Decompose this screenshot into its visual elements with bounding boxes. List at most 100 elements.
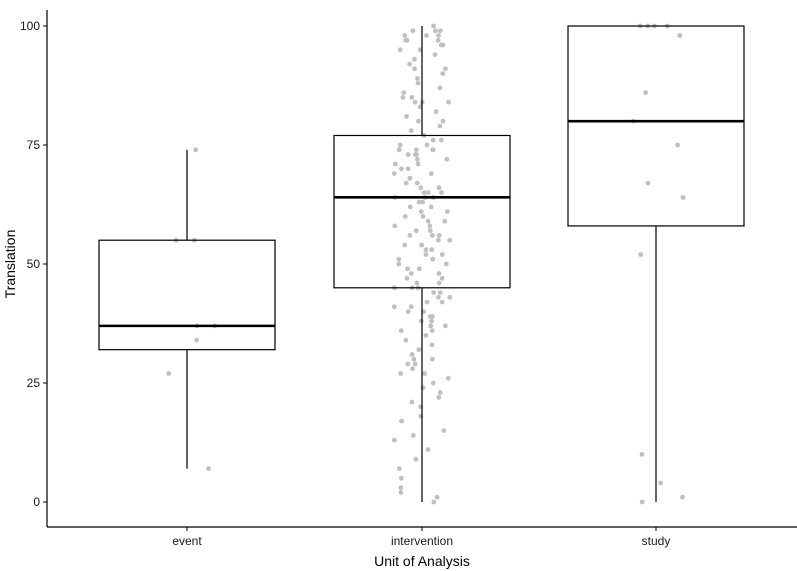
data-point	[415, 161, 421, 167]
data-point	[392, 223, 398, 229]
data-point	[447, 294, 453, 300]
data-point	[439, 137, 444, 143]
data-point	[415, 156, 420, 162]
data-point	[397, 47, 403, 53]
data-point	[437, 123, 443, 129]
data-point	[441, 428, 447, 433]
y-tick-label: 25	[27, 376, 41, 390]
data-point	[440, 118, 446, 124]
data-point	[437, 28, 443, 34]
data-point	[397, 142, 403, 148]
data-point	[408, 128, 414, 134]
box-iqr	[98, 239, 276, 351]
data-point	[677, 33, 683, 38]
data-point	[398, 475, 404, 481]
data-point	[402, 214, 408, 219]
data-point	[421, 190, 427, 196]
data-point	[413, 456, 419, 462]
data-point	[409, 399, 415, 405]
data-point	[431, 499, 437, 505]
data-point	[429, 318, 434, 324]
data-point	[430, 356, 435, 362]
data-point	[166, 371, 172, 376]
data-point	[403, 180, 409, 186]
data-point	[444, 156, 450, 162]
data-point	[446, 99, 451, 105]
data-point	[428, 171, 434, 177]
y-tick-label: 50	[27, 257, 41, 271]
data-point	[639, 499, 645, 505]
box-study	[567, 25, 745, 502]
data-point	[438, 42, 444, 48]
data-point	[410, 28, 416, 34]
data-point	[418, 185, 424, 191]
data-point	[430, 380, 436, 386]
data-point	[412, 99, 418, 105]
data-point	[407, 204, 413, 210]
data-point	[430, 137, 436, 143]
data-point	[447, 237, 453, 243]
data-point	[399, 418, 404, 424]
data-point	[193, 147, 199, 153]
data-point	[420, 385, 426, 391]
data-point	[391, 171, 397, 177]
data-point	[416, 347, 422, 353]
data-point	[439, 252, 445, 257]
data-point	[403, 337, 409, 343]
data-point	[401, 90, 407, 95]
data-point	[194, 337, 200, 343]
data-point	[396, 256, 402, 262]
data-point	[423, 333, 429, 338]
box-plots	[98, 25, 745, 502]
data-point	[436, 33, 441, 38]
data-point	[436, 271, 442, 276]
data-point	[430, 256, 436, 262]
data-point	[398, 328, 404, 333]
data-point	[427, 228, 433, 234]
data-point	[436, 280, 442, 286]
data-point	[407, 61, 412, 67]
x-tick-label: event	[172, 534, 202, 548]
data-point	[680, 195, 686, 200]
data-point	[431, 23, 436, 29]
data-point	[405, 266, 410, 272]
data-point	[424, 142, 430, 148]
data-point	[414, 280, 420, 286]
data-point	[442, 218, 448, 224]
y-axis-title: Translation	[2, 230, 18, 299]
y-tick-label: 0	[33, 495, 40, 509]
jitter-points	[166, 23, 686, 505]
data-point	[410, 366, 415, 372]
x-tick-label: intervention	[391, 534, 453, 548]
data-point	[405, 309, 411, 314]
data-point	[414, 152, 419, 157]
x-tick-label: study	[642, 534, 671, 548]
data-point	[638, 252, 643, 257]
data-point	[430, 314, 435, 319]
data-point	[412, 361, 418, 367]
data-point	[433, 28, 438, 34]
data-point	[445, 375, 451, 381]
box-iqr	[567, 25, 745, 227]
y-tick-label: 75	[27, 138, 41, 152]
data-point	[417, 266, 422, 272]
data-point	[413, 228, 419, 234]
data-point	[424, 299, 430, 305]
data-point	[425, 190, 431, 196]
data-point	[415, 180, 420, 186]
data-point	[415, 76, 420, 81]
data-point	[439, 190, 444, 196]
data-point	[424, 33, 429, 38]
x-axis-title: Unit of Analysis	[374, 553, 470, 569]
data-point	[404, 275, 410, 281]
data-point	[436, 185, 442, 191]
data-point	[418, 318, 424, 324]
data-point	[436, 294, 441, 300]
data-point	[405, 152, 411, 157]
data-point	[409, 95, 415, 100]
data-point	[409, 352, 415, 357]
data-point	[412, 56, 417, 62]
data-point	[206, 466, 211, 472]
data-point	[398, 371, 403, 376]
